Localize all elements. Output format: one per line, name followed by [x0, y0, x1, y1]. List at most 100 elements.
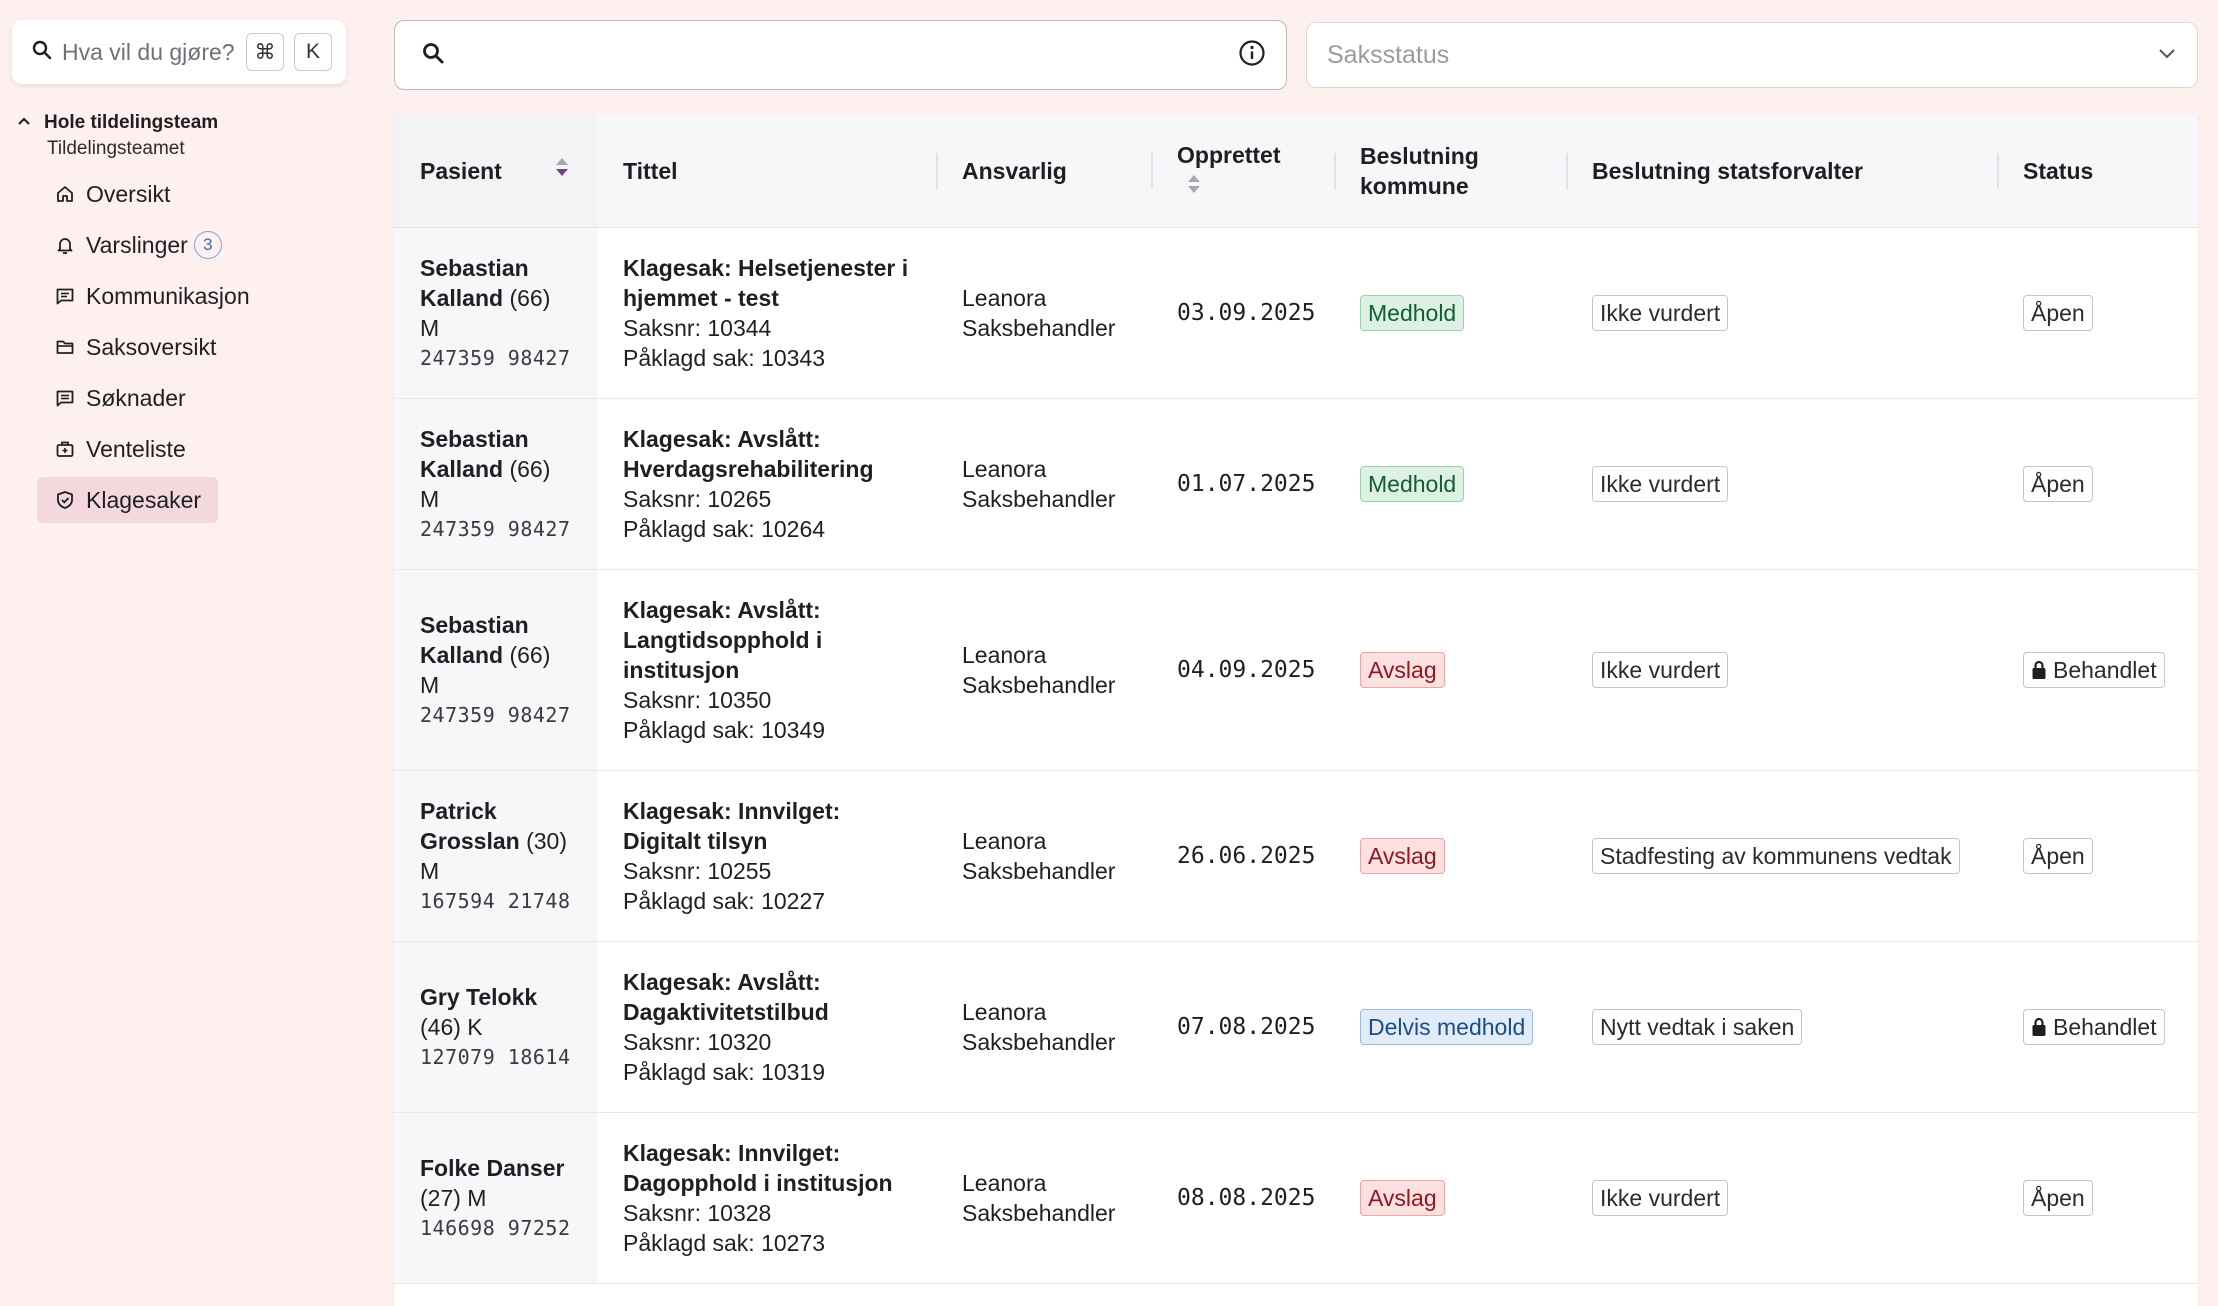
table-row[interactable]: Folke Danser (27) M 146698 97252 Klagesa… [394, 1112, 2198, 1283]
table-row[interactable]: Sebastian Kalland (66) M 247359 98427 Kl… [394, 227, 2198, 398]
patient-name: Kalland (66) [420, 455, 551, 482]
responsible-name: Leanora [962, 827, 1047, 854]
column-header-opprettet[interactable]: Opprettet [1151, 115, 1334, 227]
sort-icon[interactable] [1187, 172, 1201, 202]
sidebar-item-label: Venteliste [86, 435, 186, 462]
patient-name: Sebastian [420, 611, 529, 638]
patient-name: Grosslan (30) [420, 827, 568, 854]
case-number: Saksnr: 10350 [623, 686, 772, 713]
table-row[interactable]: Sebastian Kalland (66) M 247359 98427 Kl… [394, 398, 2198, 569]
responsible-cell: Leanora Saksbehandler [936, 941, 1151, 1112]
table-row[interactable]: Patrick Grosslan (30) M 167594 21748 Kla… [394, 770, 2198, 941]
patient-name: Folke Danser [420, 1154, 565, 1181]
patient-gender: M [420, 857, 440, 884]
sidebar-item-oversikt[interactable]: Oversikt [37, 171, 357, 217]
case-number: Saksnr: 10320 [623, 1028, 772, 1055]
title-cell[interactable]: Klagesak: Helsetjenester i hjemmet - tes… [597, 227, 936, 398]
title-cell[interactable]: Klagesak: Innvilget: Dagopphold i instit… [597, 1112, 936, 1283]
command-key: ⌘ [246, 33, 284, 71]
case-title: hjemmet - test [623, 284, 779, 311]
sidebar-item-saksoversikt[interactable]: Saksoversikt [37, 324, 357, 370]
info-icon[interactable] [1238, 39, 1266, 72]
waitlist-icon [54, 438, 76, 460]
patient-cell: Sebastian Kalland (66) M 247359 98427 [394, 398, 597, 569]
governor-decision-cell: Ikke vurdert [1566, 398, 1997, 569]
cases-table: Pasient Tittel Ansvarlig Opprettet Beslu… [394, 115, 2198, 1306]
case-title: Hverdagsrehabilitering [623, 455, 874, 482]
team-subtitle: Tildelingsteamet [47, 138, 185, 159]
responsible-name: Leanora [962, 998, 1047, 1025]
case-title: institusjon [623, 656, 740, 683]
patient-gender: M [420, 671, 440, 698]
title-cell[interactable]: Klagesak: Avslått: Langtidsopphold i inst… [597, 569, 936, 770]
appealed-case-number: Påklagd sak: 10273 [623, 1229, 826, 1256]
folder-icon [54, 336, 76, 358]
patient-id: 247359 98427 [420, 516, 571, 541]
patient-cell: Patrick Grosslan (30) M 167594 21748 [394, 770, 597, 941]
responsible-role: Saksbehandler [962, 671, 1116, 698]
municipality-decision-badge: Avslag [1360, 1179, 1445, 1216]
case-title: Dagopphold i institusjon [623, 1169, 893, 1196]
title-cell[interactable]: Klagesak: Avslått: Dagaktivitetstilbud Sa… [597, 941, 936, 1112]
status-label: Åpen [2031, 1184, 2085, 1211]
case-number: Saksnr: 10344 [623, 314, 772, 341]
case-number: Saksnr: 10265 [623, 485, 772, 512]
created-date: 03.09.2025 [1177, 299, 1316, 326]
status-label: Åpen [2031, 842, 2085, 869]
column-header-label: Status [2023, 157, 2094, 184]
governor-decision-cell: Ikke vurdert [1566, 227, 1997, 398]
search-input[interactable] [457, 41, 1238, 69]
municipality-decision-cell: Avslag [1334, 569, 1566, 770]
governor-decision-badge: Nytt vedtak i saken [1592, 1008, 1803, 1045]
sidebar-item-label: Varslinger [86, 231, 188, 258]
governor-decision-cell: Stadfesting av kommunens vedtak [1566, 770, 1997, 941]
governor-decision-badge: Ikke vurdert [1592, 465, 1729, 502]
column-header-label: Opprettet [1177, 141, 1281, 168]
column-header-label: Tittel [623, 157, 678, 184]
sidebar-item-varslinger[interactable]: Varslinger 3 [37, 222, 357, 268]
created-date: 08.08.2025 [1177, 1184, 1316, 1211]
sort-icon[interactable] [555, 155, 569, 185]
table-row[interactable]: Sebastian Kalland (66) M 247359 98427 Kl… [394, 569, 2198, 770]
municipality-decision-cell: Medhold [1334, 227, 1566, 398]
command-palette-button[interactable]: Hva vil du gjøre? ⌘ K [12, 20, 346, 84]
case-title: Dagaktivitetstilbud [623, 998, 829, 1025]
chevron-down-icon [2157, 43, 2177, 68]
municipality-decision-cell: Delvis medhold [1334, 941, 1566, 1112]
appealed-case-number: Påklagd sak: 10319 [623, 1058, 826, 1085]
column-header-label: Pasient [420, 157, 502, 184]
municipality-decision-badge: Delvis medhold [1360, 1008, 1534, 1045]
patient-id: 247359 98427 [420, 345, 571, 370]
sidebar-item-klagesaker[interactable]: Klagesaker [37, 477, 218, 523]
patient-cell: Gry Telokk (46) K 127079 18614 [394, 941, 597, 1112]
responsible-cell: Leanora Saksbehandler [936, 398, 1151, 569]
case-title: Klagesak: Avslått: [623, 425, 821, 452]
title-cell[interactable]: Klagesak: Avslått: Hverdagsrehabiliterin… [597, 398, 936, 569]
created-date: 26.06.2025 [1177, 842, 1316, 869]
responsible-role: Saksbehandler [962, 1028, 1116, 1055]
sidebar-item-venteliste[interactable]: Venteliste [37, 426, 357, 472]
shield-icon [54, 489, 76, 511]
status-cell: Behandlet [1997, 941, 2198, 1112]
column-header-pasient[interactable]: Pasient [394, 115, 597, 227]
sidebar-item-soknader[interactable]: Søknader [37, 375, 357, 421]
team-name: Hole tildelingsteam [44, 112, 219, 133]
appealed-case-number: Påklagd sak: 10343 [623, 344, 826, 371]
responsible-role: Saksbehandler [962, 314, 1116, 341]
team-selector[interactable]: Hole tildelingsteam Tildelingsteamet [16, 112, 218, 160]
patient-id: 127079 18614 [420, 1044, 571, 1069]
lock-icon [2031, 657, 2053, 683]
title-cell[interactable]: Klagesak: Innvilget: Digitalt tilsyn Saks… [597, 770, 936, 941]
column-header-beslutning-kommune: Beslutning kommune [1334, 115, 1566, 227]
status-filter-select[interactable]: Saksstatus [1306, 22, 2198, 88]
responsible-cell: Leanora Saksbehandler [936, 569, 1151, 770]
case-number: Saksnr: 10328 [623, 1199, 772, 1226]
status-badge: Åpen [2023, 1179, 2093, 1216]
table-row[interactable]: Gry Telokk (46) K 127079 18614 Klagesak:… [394, 941, 2198, 1112]
column-header-label: Beslutning [1360, 142, 1479, 169]
search-field[interactable] [394, 20, 1287, 90]
patient-name: Patrick [420, 797, 497, 824]
sidebar-item-kommunikasjon[interactable]: Kommunikasjon [37, 273, 357, 319]
column-header-beslutning-statsforvalter: Beslutning statsforvalter [1566, 115, 1997, 227]
governor-decision-badge: Ikke vurdert [1592, 651, 1729, 688]
